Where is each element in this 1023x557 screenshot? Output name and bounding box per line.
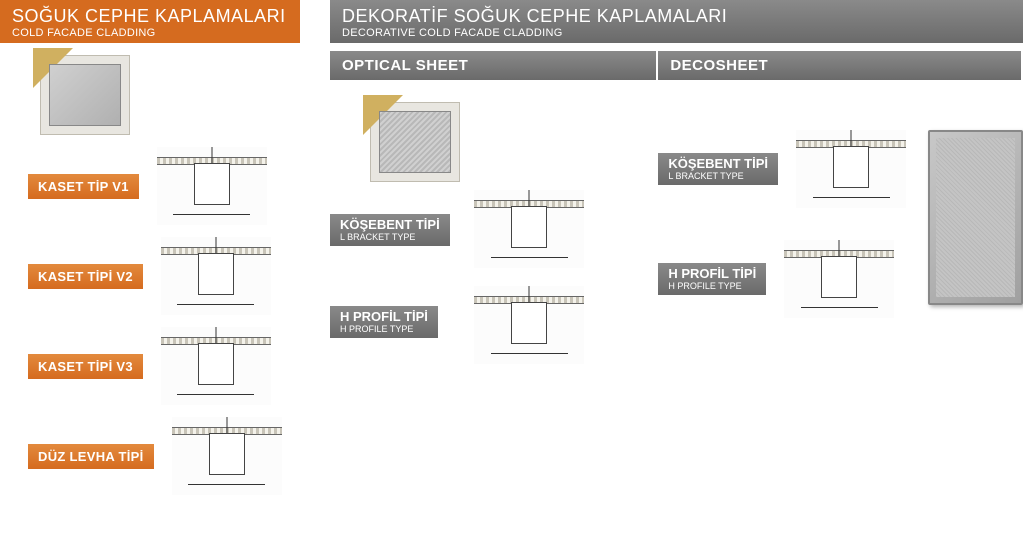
decosheet-header: DECOSHEET	[658, 51, 1021, 80]
decosheet-panel-image	[928, 130, 1023, 305]
right-header-subtitle: DECORATIVE COLD FACADE CLADDING	[342, 27, 1011, 39]
detail-drawing-icon	[161, 327, 271, 405]
left-item-label: KASET TİP V1	[28, 174, 139, 199]
left-body: KASET TİP V1 KASET TİPİ V2 KASET TİPİ V3…	[0, 55, 300, 495]
left-item-label: DÜZ LEVHA TİPİ	[28, 444, 154, 469]
right-header-title: DEKORATİF SOĞUK CEPHE KAPLAMALARI	[342, 6, 1011, 27]
optical-item-label: H PROFİL TİPİ H PROFILE TYPE	[330, 306, 438, 338]
detail-drawing-icon	[172, 417, 282, 495]
detail-drawing-icon	[157, 147, 267, 225]
list-item: KÖŞEBENT TİPİ L BRACKET TYPE	[330, 214, 460, 246]
optical-sheet-column: OPTICAL SHEET KÖŞEBENT TİPİ L BRACKET TY…	[330, 51, 658, 364]
left-item-label: KASET TİPİ V3	[28, 354, 143, 379]
decosheet-body: KÖŞEBENT TİPİ L BRACKET TYPE H PROFİL Tİ…	[658, 80, 1023, 318]
list-item: H PROFİL TİPİ H PROFILE TYPE	[330, 306, 460, 338]
page-container: SOĞUK CEPHE KAPLAMALARI COLD FACADE CLAD…	[0, 0, 1023, 495]
left-header: SOĞUK CEPHE KAPLAMALARI COLD FACADE CLAD…	[0, 0, 300, 43]
decosheet-column: DECOSHEET KÖŞEBENT TİPİ L BRACKET TYPE	[658, 51, 1023, 364]
decosheet-item-label: H PROFİL TİPİ H PROFILE TYPE	[658, 263, 766, 295]
detail-drawing-icon	[784, 240, 894, 318]
label-sub: H PROFILE TYPE	[340, 324, 428, 334]
label-sub: L BRACKET TYPE	[668, 171, 768, 181]
right-column: DEKORATİF SOĞUK CEPHE KAPLAMALARI DECORA…	[330, 0, 1023, 495]
list-item: DÜZ LEVHA TİPİ	[28, 417, 300, 495]
list-item: H PROFİL TİPİ H PROFILE TYPE	[658, 240, 906, 318]
label-main: H PROFİL TİPİ	[340, 309, 428, 324]
left-item-list: KASET TİP V1 KASET TİPİ V2 KASET TİPİ V3…	[28, 147, 300, 495]
list-item: KÖŞEBENT TİPİ L BRACKET TYPE	[658, 130, 906, 208]
label-sub: L BRACKET TYPE	[340, 232, 440, 242]
label-main: KÖŞEBENT TİPİ	[340, 217, 440, 232]
optical-sheet-product-image	[370, 102, 460, 182]
right-sub-columns: OPTICAL SHEET KÖŞEBENT TİPİ L BRACKET TY…	[330, 51, 1023, 364]
optical-sheet-header: OPTICAL SHEET	[330, 51, 656, 80]
cold-facade-product-image	[40, 55, 130, 135]
left-item-label: KASET TİPİ V2	[28, 264, 143, 289]
decosheet-list: KÖŞEBENT TİPİ L BRACKET TYPE H PROFİL Tİ…	[658, 130, 906, 318]
optical-sheet-drawings	[474, 190, 584, 364]
list-item: KASET TİPİ V3	[28, 327, 300, 405]
list-item: KASET TİP V1	[28, 147, 300, 225]
label-sub: H PROFILE TYPE	[668, 281, 756, 291]
detail-drawing-icon	[474, 286, 584, 364]
label-main: H PROFİL TİPİ	[668, 266, 756, 281]
optical-sheet-list: KÖŞEBENT TİPİ L BRACKET TYPE H PROFİL Tİ…	[330, 214, 460, 338]
optical-sheet-left: KÖŞEBENT TİPİ L BRACKET TYPE H PROFİL Tİ…	[330, 90, 460, 338]
optical-item-label: KÖŞEBENT TİPİ L BRACKET TYPE	[330, 214, 450, 246]
left-header-title: SOĞUK CEPHE KAPLAMALARI	[12, 6, 288, 27]
label-main: KÖŞEBENT TİPİ	[668, 156, 768, 171]
detail-drawing-icon	[161, 237, 271, 315]
left-column: SOĞUK CEPHE KAPLAMALARI COLD FACADE CLAD…	[0, 0, 300, 495]
left-header-subtitle: COLD FACADE CLADDING	[12, 27, 288, 39]
detail-drawing-icon	[474, 190, 584, 268]
right-header: DEKORATİF SOĞUK CEPHE KAPLAMALARI DECORA…	[330, 0, 1023, 43]
optical-sheet-body: KÖŞEBENT TİPİ L BRACKET TYPE H PROFİL Tİ…	[330, 80, 658, 364]
list-item: KASET TİPİ V2	[28, 237, 300, 315]
detail-drawing-icon	[796, 130, 906, 208]
decosheet-panel-wrap	[928, 130, 1023, 305]
decosheet-item-label: KÖŞEBENT TİPİ L BRACKET TYPE	[658, 153, 778, 185]
